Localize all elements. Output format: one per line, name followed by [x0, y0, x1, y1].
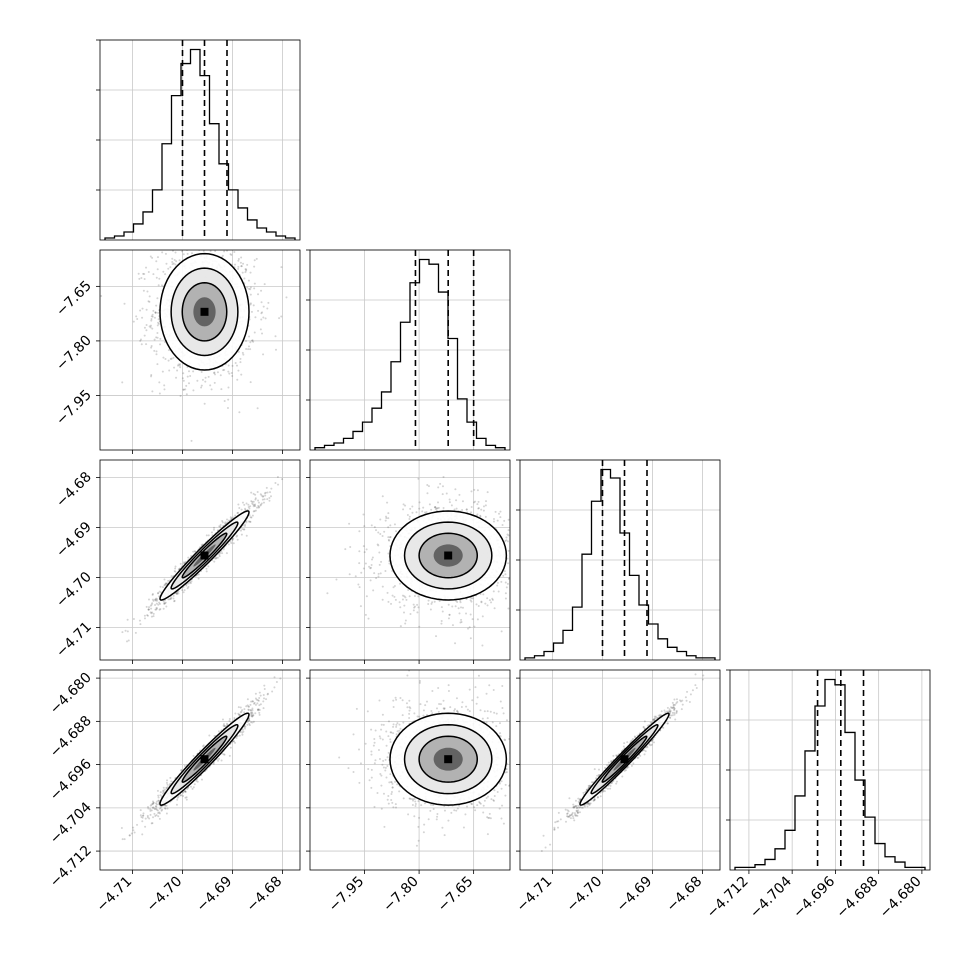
y-tick-label: −7.65 [53, 278, 95, 320]
histogram-panel: −4.712−4.704−4.696−4.688−4.680 [704, 669, 931, 922]
y-tick-label: −4.712 [47, 843, 95, 891]
y-tick-label: −4.696 [47, 756, 95, 804]
x-tick-label: −4.712 [704, 874, 752, 922]
panel-frame [309, 459, 511, 661]
x-tick-label: −7.80 [380, 874, 422, 916]
y-tick-label: −4.69 [53, 519, 95, 561]
histogram-step [734, 678, 926, 870]
histogram-step [314, 258, 506, 450]
density-panel: −4.71 −4.70 −4.69 −4.68 [514, 669, 721, 916]
histogram-panel [306, 249, 511, 451]
x-tick-label: −4.68 [244, 874, 286, 916]
y-tick-label: −4.688 [47, 713, 95, 761]
density-peak [444, 755, 453, 764]
y-tick-label: −7.95 [53, 387, 95, 429]
panel-frame [519, 669, 721, 871]
x-tick-label: −4.71 [514, 874, 556, 916]
x-tick-label: −4.71 [94, 874, 136, 916]
panel-frame [99, 249, 301, 451]
x-tick-label: −4.688 [834, 874, 882, 922]
x-tick-label: −4.70 [564, 874, 606, 916]
x-tick-label: −4.69 [194, 874, 236, 916]
density-peak [200, 755, 209, 764]
histogram-step [104, 48, 296, 240]
density-peak [200, 551, 209, 560]
density-panel: −7.65 −7.80 −7.95 [53, 249, 301, 454]
x-tick-label: −7.95 [326, 874, 368, 916]
panel-frame [309, 669, 511, 871]
density-panel [306, 459, 511, 664]
density-peak [620, 755, 629, 764]
density-panel: −4.680−4.688−4.696−4.704−4.712−4.71 −4.70… [47, 669, 301, 916]
density-peak [200, 307, 209, 316]
x-tick-label: −7.65 [435, 874, 477, 916]
y-tick-label: −4.680 [47, 670, 95, 718]
histogram-panel [96, 39, 301, 241]
y-tick-label: −4.704 [47, 799, 95, 847]
x-tick-label: −4.68 [664, 874, 706, 916]
y-tick-label: −4.68 [53, 469, 95, 511]
x-tick-label: −4.70 [144, 874, 186, 916]
x-tick-label: −4.704 [747, 873, 795, 921]
x-tick-label: −4.69 [614, 874, 656, 916]
y-tick-label: −4.70 [53, 569, 95, 611]
x-tick-label: −4.696 [790, 873, 838, 921]
y-tick-label: −4.71 [53, 619, 95, 661]
panel-frame [99, 669, 301, 871]
density-peak [444, 551, 453, 560]
histogram-panel [516, 459, 721, 661]
x-tick-label: −4.680 [877, 874, 925, 922]
y-tick-label: −7.80 [53, 332, 95, 374]
density-panel: −7.95 −7.80 −7.65 [306, 669, 511, 916]
histogram-step [524, 468, 716, 660]
density-panel: −4.68 −4.69 −4.70 −4.71 [53, 459, 301, 664]
panel-frame [99, 459, 301, 661]
